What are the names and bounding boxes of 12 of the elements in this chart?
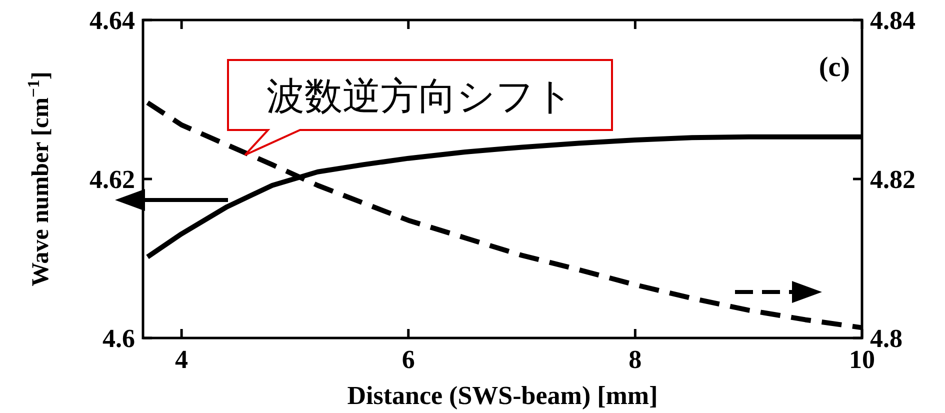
x-tick-label: 6	[402, 345, 415, 374]
annotation: 波数逆方向シフト	[266, 76, 574, 118]
y2-tick-label: 4.82	[870, 165, 916, 194]
x-tick-label: 10	[849, 345, 875, 374]
y-tick-label: 4.6	[102, 324, 135, 353]
x-tick-label: 8	[628, 345, 642, 374]
y-tick-label: 4.62	[90, 165, 135, 194]
x-tick-label: 4	[175, 345, 188, 374]
y-tick-label: 4.64	[90, 6, 135, 35]
y2-tick-label: 4.84	[870, 6, 916, 35]
x-axis-title: Distance (SWS-beam) [mm]	[347, 381, 658, 410]
annotation: (c)	[818, 52, 850, 83]
